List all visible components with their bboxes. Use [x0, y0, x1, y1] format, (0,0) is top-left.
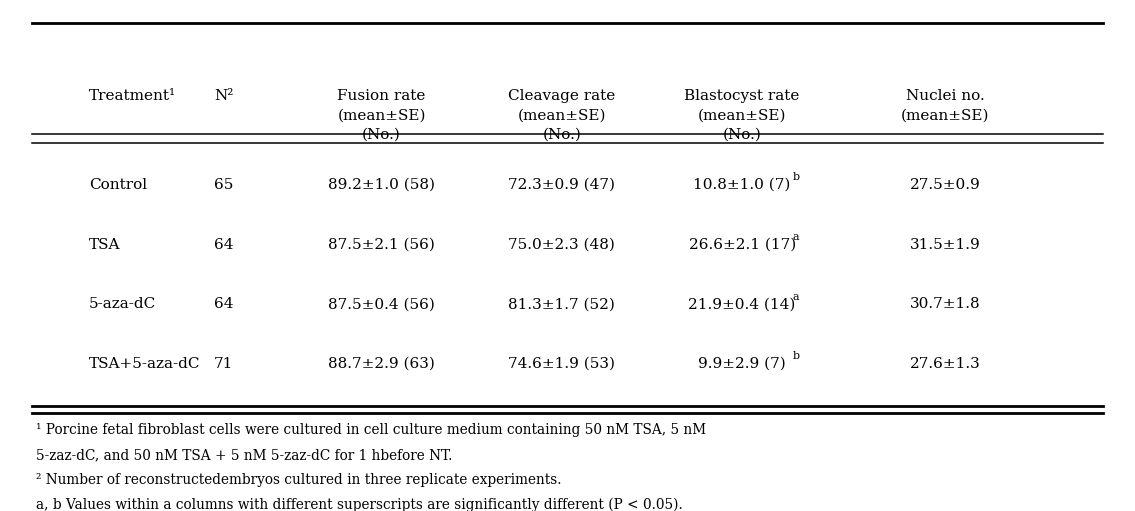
Text: 75.0±2.3 (48): 75.0±2.3 (48) — [508, 238, 615, 252]
Text: ¹ Porcine fetal fibroblast cells were cultured in cell culture medium containing: ¹ Porcine fetal fibroblast cells were cu… — [35, 424, 706, 437]
Text: 27.6±1.3: 27.6±1.3 — [909, 357, 981, 371]
Text: 72.3±0.9 (47): 72.3±0.9 (47) — [508, 178, 615, 192]
Text: 21.9±0.4 (14): 21.9±0.4 (14) — [689, 297, 796, 311]
Text: 31.5±1.9: 31.5±1.9 — [909, 238, 981, 252]
Text: 9.9±2.9 (7): 9.9±2.9 (7) — [698, 357, 787, 371]
Text: TSA: TSA — [89, 238, 120, 252]
Text: 87.5±2.1 (56): 87.5±2.1 (56) — [328, 238, 435, 252]
Text: 65: 65 — [215, 178, 234, 192]
Text: b: b — [793, 172, 800, 182]
Text: Blastocyst rate
(mean±SE)
(No.): Blastocyst rate (mean±SE) (No.) — [684, 89, 800, 141]
Text: 64: 64 — [215, 297, 234, 311]
Text: Fusion rate
(mean±SE)
(No.): Fusion rate (mean±SE) (No.) — [337, 89, 426, 141]
Text: ² Number of reconstructedembryos cultured in three replicate experiments.: ² Number of reconstructedembryos culture… — [35, 473, 561, 487]
Text: 71: 71 — [215, 357, 234, 371]
Text: b: b — [793, 351, 800, 361]
Text: Control: Control — [89, 178, 146, 192]
Text: TSA+5-aza-dC: TSA+5-aza-dC — [89, 357, 200, 371]
Text: 89.2±1.0 (58): 89.2±1.0 (58) — [328, 178, 435, 192]
Text: a: a — [793, 292, 799, 301]
Text: 30.7±1.8: 30.7±1.8 — [909, 297, 981, 311]
Text: 88.7±2.9 (63): 88.7±2.9 (63) — [328, 357, 435, 371]
Text: 10.8±1.0 (7): 10.8±1.0 (7) — [693, 178, 791, 192]
Text: a, b Values within a columns with different superscripts are significantly diffe: a, b Values within a columns with differ… — [35, 498, 682, 511]
Text: 26.6±2.1 (17): 26.6±2.1 (17) — [689, 238, 796, 252]
Text: Nuclei no.
(mean±SE): Nuclei no. (mean±SE) — [901, 89, 990, 122]
Text: a: a — [793, 232, 799, 242]
Text: 27.5±0.9: 27.5±0.9 — [909, 178, 981, 192]
Text: Treatment¹: Treatment¹ — [89, 89, 176, 103]
Text: 74.6±1.9 (53): 74.6±1.9 (53) — [508, 357, 615, 371]
Text: 87.5±0.4 (56): 87.5±0.4 (56) — [328, 297, 435, 311]
Text: 5-zaz-dC, and 50 nM TSA + 5 nM 5-zaz-dC for 1 hbefore NT.: 5-zaz-dC, and 50 nM TSA + 5 nM 5-zaz-dC … — [35, 448, 452, 462]
Text: N²: N² — [215, 89, 234, 103]
Text: 64: 64 — [215, 238, 234, 252]
Text: 81.3±1.7 (52): 81.3±1.7 (52) — [508, 297, 615, 311]
Text: Cleavage rate
(mean±SE)
(No.): Cleavage rate (mean±SE) (No.) — [508, 89, 615, 141]
Text: 5-aza-dC: 5-aza-dC — [89, 297, 155, 311]
